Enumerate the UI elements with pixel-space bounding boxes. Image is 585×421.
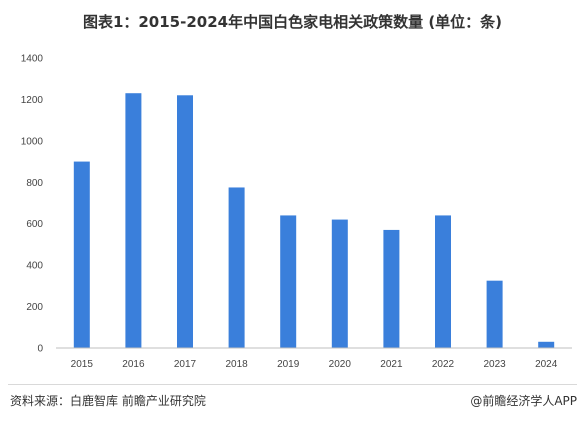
bar-series	[73, 93, 555, 349]
bar-2019	[280, 215, 297, 348]
x-tick-label: 2015	[71, 359, 94, 370]
y-axis-ticks: 0 200 400 600 800 1000 1200 1400	[21, 54, 44, 355]
bar-2015	[73, 161, 90, 348]
x-tick-label: 2022	[432, 359, 455, 370]
x-tick-label: 2024	[535, 359, 558, 370]
source-note: 资料来源：白鹿智库 前瞻产业研究院	[10, 394, 206, 408]
x-tick-label: 2019	[277, 359, 300, 370]
x-axis-ticks: 2015 2016 2017 2018 2019 2020 2021 2022 2023 2024	[71, 359, 558, 370]
y-tick-label: 0	[37, 344, 43, 355]
bar-2017	[177, 95, 193, 349]
x-tick-label: 2023	[483, 359, 506, 370]
bar-2021	[383, 229, 400, 348]
footer-divider	[8, 384, 577, 385]
y-tick-label: 1400	[21, 54, 44, 65]
bar-2022	[435, 215, 451, 348]
y-tick-label: 600	[26, 219, 43, 230]
x-tick-label: 2017	[174, 359, 197, 370]
y-tick-label: 1200	[21, 95, 44, 106]
bar-2020	[331, 219, 348, 348]
x-tick-label: 2020	[329, 359, 352, 370]
bar-2024	[538, 341, 555, 348]
y-tick-label: 1000	[21, 136, 44, 147]
brand-credit: @前瞻经济学人APP	[470, 394, 577, 408]
bar-2018	[228, 187, 245, 348]
bar-2016	[125, 93, 142, 348]
y-tick-label: 400	[26, 261, 43, 272]
x-tick-label: 2018	[225, 359, 248, 370]
bar-2023	[486, 280, 503, 348]
y-tick-label: 800	[26, 178, 43, 189]
x-tick-label: 2016	[122, 359, 145, 370]
x-tick-label: 2021	[380, 359, 403, 370]
y-tick-label: 200	[26, 302, 43, 313]
chart-title: 图表1：2015-2024年中国白色家电相关政策数量 (单位：条)	[82, 13, 503, 31]
